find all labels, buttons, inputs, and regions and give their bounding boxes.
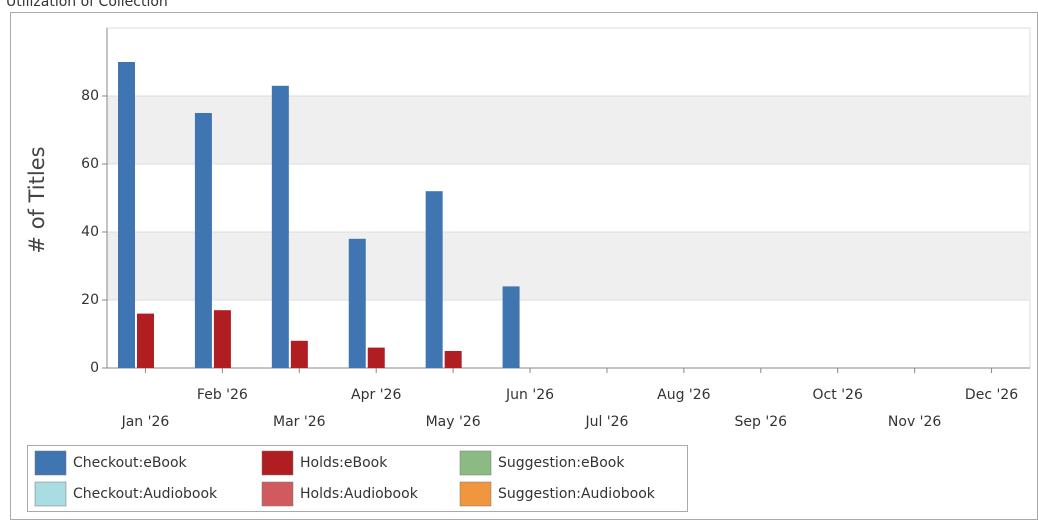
x-tick-label: Oct '26 — [813, 387, 863, 403]
x-tick-label: Sep '26 — [735, 414, 788, 430]
legend-swatch — [459, 450, 492, 476]
y-tick-label: 0 — [90, 360, 99, 376]
bar — [425, 191, 443, 368]
y-tick-label: 40 — [81, 224, 99, 240]
legend-swatch — [34, 481, 67, 507]
legend-label: Holds:Audiobook — [300, 486, 419, 502]
bar — [118, 62, 135, 368]
x-tick-label: Aug '26 — [657, 387, 711, 403]
legend-label: Checkout:Audiobook — [73, 486, 218, 502]
legend-frame — [27, 445, 688, 512]
bar — [444, 351, 462, 368]
x-tick-label: May '26 — [426, 414, 481, 430]
legend-swatch — [34, 450, 67, 476]
x-tick-label: Apr '26 — [351, 387, 401, 403]
x-tick-label: Dec '26 — [965, 387, 1018, 403]
bar — [137, 313, 154, 368]
legend-label: Checkout:eBook — [73, 455, 188, 471]
legend-label: Suggestion:Audiobook — [498, 486, 656, 502]
legend-swatch — [261, 481, 294, 507]
grid-band — [107, 232, 1030, 300]
x-tick-label: Feb '26 — [197, 387, 248, 403]
legend-swatch — [261, 450, 294, 476]
bar — [367, 347, 385, 368]
y-tick-label: 80 — [81, 88, 99, 104]
x-tick-label: Jul '26 — [584, 414, 628, 430]
y-tick-label: 20 — [81, 292, 99, 308]
x-tick-label: Mar '26 — [273, 414, 326, 430]
bar — [290, 340, 308, 368]
x-tick-label: Jan '26 — [121, 414, 170, 430]
bar — [194, 113, 212, 368]
y-axis-label: # of Titles — [25, 146, 49, 253]
plot-area — [106, 27, 1031, 369]
bar — [271, 85, 289, 369]
y-tick-label: 60 — [81, 156, 99, 172]
chart-title: Utilization of Collection — [6, 0, 168, 10]
x-tick-label: Nov '26 — [888, 414, 942, 430]
bar — [213, 310, 231, 368]
legend-label: Suggestion:eBook — [498, 455, 625, 471]
x-tick-label: Jun '26 — [505, 387, 554, 403]
bar — [502, 286, 520, 368]
legend-label: Holds:eBook — [300, 455, 388, 471]
grid-band — [107, 96, 1030, 164]
legend-swatch — [459, 481, 492, 507]
bar — [348, 238, 366, 368]
